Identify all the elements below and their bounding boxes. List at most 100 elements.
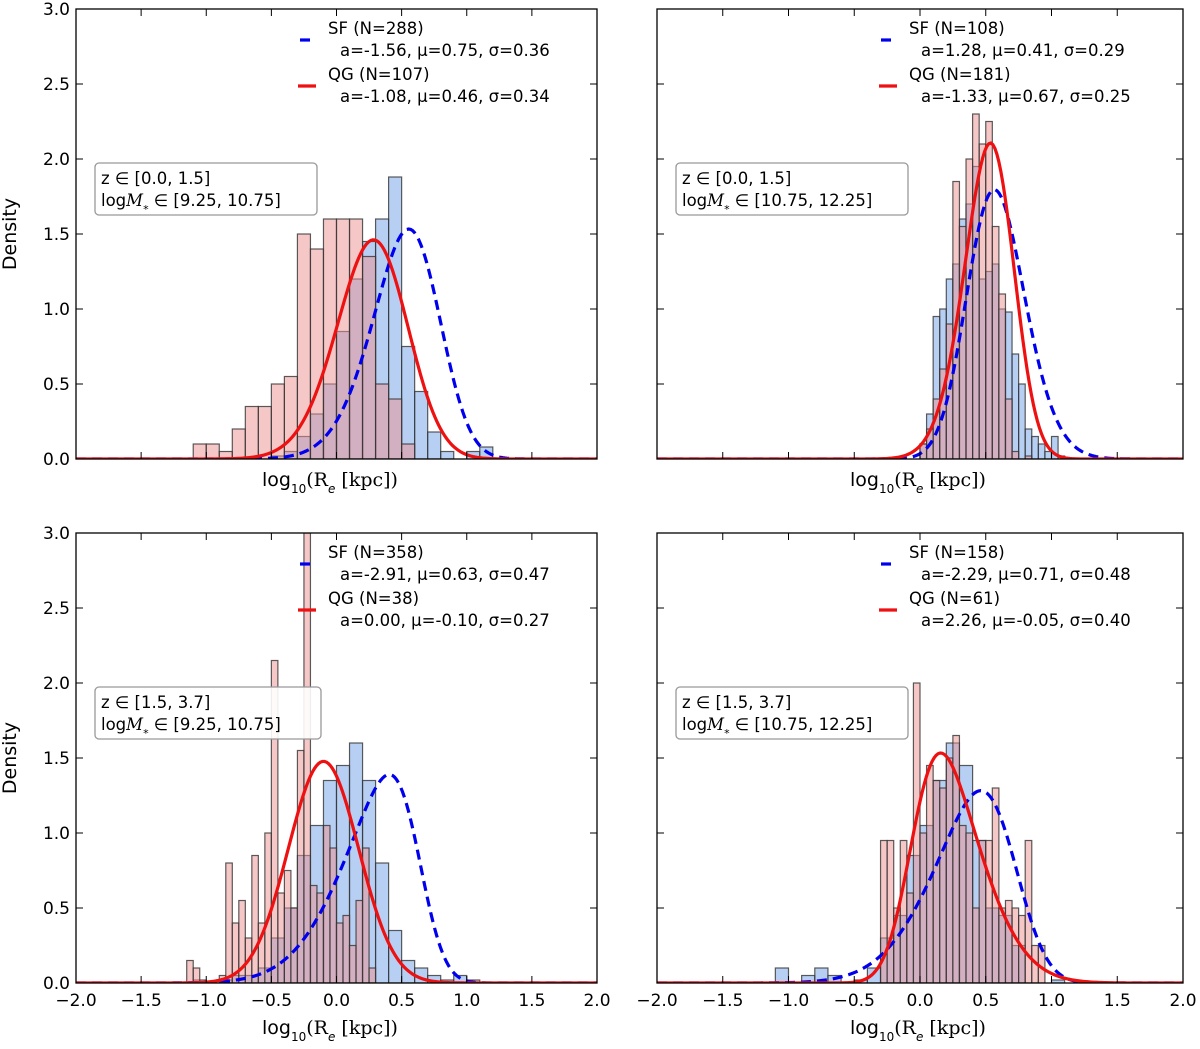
x-tick-label: 0.0: [323, 991, 350, 1011]
qg-hist-bar: [309, 248, 325, 459]
sf-legend-label: SF (N=358): [328, 543, 424, 562]
sf-hist-bar: [401, 345, 416, 459]
sf-hist-bar: [414, 390, 429, 459]
annotation-redshift: z ∈ [1.5, 3.7]: [682, 693, 791, 712]
qg-hist-bar: [335, 922, 344, 983]
qg-hist-bar: [886, 839, 895, 983]
qg-legend-label: QG (N=38): [328, 589, 419, 608]
y-tick-label: 3.0: [43, 524, 70, 544]
annotation-redshift: z ∈ [1.5, 3.7]: [101, 693, 210, 712]
sf-legend-params: a=-1.56, μ=0.75, σ=0.36: [340, 41, 550, 60]
qg-hist-bar: [971, 113, 980, 459]
x-tick-label: −2.0: [636, 991, 677, 1011]
annotation-mass-sub: *: [724, 203, 730, 216]
annotation-mass: logM* ∈ [10.75, 12.25]: [682, 715, 872, 740]
x-tick-label: 2.0: [583, 991, 610, 1011]
qg-hist-bar: [985, 839, 993, 983]
annotation-mass: logM* ∈ [9.25, 10.75]: [101, 715, 281, 740]
sf-hist-bar: [1024, 428, 1033, 459]
qg-hist-bar: [906, 892, 915, 983]
panel-bottom-right: −2.0 −1.5 −1.0 −0.5 0.0 0.5 1.0 1.5 2.0 SF (N=158…: [636, 532, 1197, 1011]
annotation-mass-range: ∈ [9.25, 10.75]: [149, 715, 281, 734]
qg-hist-bar: [945, 757, 954, 983]
y-tick-label: 0.5: [43, 375, 70, 395]
svg-text:log10(Re [kpc]): log10(Re [kpc]): [850, 469, 986, 496]
x-tick-label: −0.5: [251, 991, 292, 1011]
qg-hist-bar: [348, 944, 357, 983]
annotation-mass-symbol: M: [125, 715, 144, 734]
qg-fit-curve: [657, 141, 1183, 459]
annotation-mass-range: ∈ [9.25, 10.75]: [149, 191, 281, 210]
y-tick-label: 1.5: [43, 749, 70, 769]
y-tick-label: 2.5: [43, 75, 70, 95]
qg-hist-bar: [991, 225, 1000, 459]
x-tick-label: 0.0: [906, 991, 933, 1011]
sf-legend-label: SF (N=108): [909, 19, 1005, 38]
x-axis-label-top-right: log10(Re [kpc]): [850, 469, 986, 496]
annotation-frame: [94, 162, 318, 216]
x-tick-label: 1.5: [518, 991, 545, 1011]
y-tick-label: 0.0: [43, 974, 70, 994]
qg-hist-bar: [971, 907, 980, 983]
annotation-log: log: [682, 191, 707, 210]
sf-hist-bar: [1050, 435, 1059, 459]
qg-hist-bar: [186, 959, 194, 983]
annotation-mass-range: ∈ [10.75, 12.25]: [730, 715, 873, 734]
annotation-mass-symbol: M: [125, 191, 144, 210]
x-tick-label: 1.5: [1104, 991, 1131, 1011]
sf-fit-curve: [657, 187, 1183, 459]
qg-hist-bar: [374, 383, 390, 459]
qg-hist-bar: [1024, 839, 1033, 983]
annotation-log: log: [101, 715, 126, 734]
x-tick-label: 0.5: [972, 991, 999, 1011]
sf-hist-bar: [440, 450, 455, 459]
y-tick-label: 2.5: [43, 599, 70, 619]
x-tick-label: 1.0: [453, 991, 480, 1011]
qg-hist-bar: [978, 143, 987, 459]
annotation-box: z ∈ [0.0, 1.5] logM* ∈ [10.75, 12.25]: [675, 162, 909, 216]
qg-hist-bar: [958, 824, 967, 983]
qg-hist-bar: [322, 824, 331, 983]
x-tick-label: 1.0: [1038, 991, 1065, 1011]
qg-legend-params: a=-1.33, μ=0.67, σ=0.25: [921, 87, 1131, 106]
svg-text:log10(Re [kpc]): log10(Re [kpc]): [850, 1017, 986, 1044]
x-tick-label: −2.0: [55, 991, 96, 1011]
qg-legend-label: QG (N=181): [909, 65, 1011, 84]
qg-legend-label: QG (N=107): [328, 65, 430, 84]
annotation-mass-sub: *: [724, 727, 730, 740]
qg-hist-bar: [899, 839, 908, 983]
sf-hist-bar: [774, 967, 790, 983]
qg-hist-bar: [965, 832, 974, 983]
qg-hist-bar: [192, 443, 207, 459]
annotation-mass: logM* ∈ [10.75, 12.25]: [682, 191, 872, 216]
qg-hist-bar: [361, 847, 370, 983]
qg-hist-bar: [192, 967, 201, 983]
annotation-frame: [675, 162, 909, 216]
x-tick-label: −1.0: [186, 991, 227, 1011]
qg-legend-label: QG (N=61): [909, 589, 1000, 608]
qg-hist-bar: [401, 443, 416, 459]
qg-hist-bar: [205, 443, 220, 459]
qg-hist-bar: [329, 847, 338, 983]
annotation-frame: [675, 686, 909, 740]
plot-area: [657, 113, 1183, 459]
y-tick-label: 1.0: [43, 824, 70, 844]
qg-hist-bar: [1024, 455, 1033, 459]
x-tick-label: 0.5: [388, 991, 415, 1011]
sf-hist-bar: [1018, 383, 1026, 459]
sf-hist-bar: [427, 431, 442, 459]
qg-hist-bar: [335, 218, 351, 459]
qg-hist-bar: [932, 779, 941, 983]
x-tick-label: −0.5: [834, 991, 875, 1011]
sf-hist-bar: [1031, 435, 1039, 459]
annotation-redshift: z ∈ [0.0, 1.5]: [101, 169, 210, 188]
sf-hist-bar: [388, 176, 403, 459]
svg-text:log10(Re [kpc]): log10(Re [kpc]): [262, 1017, 398, 1044]
qg-legend-params: a=0.00, μ=-0.10, σ=0.27: [340, 611, 550, 630]
x-axis-label-bottom-right: log10(Re [kpc]): [850, 1017, 986, 1044]
sf-hist-bar: [1044, 450, 1053, 459]
y-tick-label: 1.5: [43, 225, 70, 245]
x-tick-label: −1.5: [120, 991, 161, 1011]
sf-legend-params: a=-2.91, μ=0.63, σ=0.47: [340, 565, 550, 584]
